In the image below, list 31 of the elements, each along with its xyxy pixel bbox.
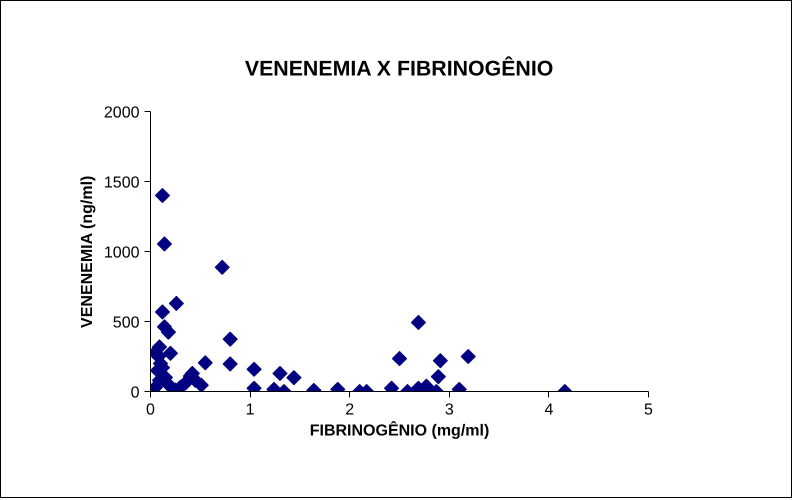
y-tick-label: 0: [130, 384, 140, 402]
point: [246, 362, 262, 377]
point: [286, 370, 302, 386]
point: [222, 332, 238, 347]
x-tick-label: 3: [444, 402, 454, 418]
y-tick-label: 2000: [104, 104, 140, 122]
y-axis-title: VENENEMIA (ng/ml): [78, 176, 96, 328]
chart-title: VENENEMIA X FIBRINOGÊNIO: [244, 56, 554, 80]
y-tick-label: 500: [112, 314, 140, 332]
point: [154, 188, 170, 204]
point: [430, 369, 446, 384]
point: [410, 314, 426, 330]
point: [222, 356, 238, 372]
x-tick-label: 4: [544, 402, 554, 418]
point: [460, 348, 476, 364]
x-tick-label: 2: [345, 402, 354, 418]
x-axis-title: FIBRINOGÊNIO (mg/ml): [310, 420, 490, 440]
point: [214, 260, 230, 275]
point: [392, 351, 408, 366]
point: [162, 346, 178, 361]
point: [154, 304, 170, 320]
point: [168, 296, 184, 312]
point: [432, 353, 448, 368]
point: [156, 236, 172, 252]
x-tick-label: 0: [146, 402, 156, 418]
x-tick-label: 5: [644, 402, 654, 418]
point: [272, 366, 288, 382]
y-tick-label: 1000: [104, 244, 140, 262]
y-tick-label: 1500: [104, 174, 140, 192]
point: [198, 355, 213, 370]
x-tick-label: 1: [246, 402, 255, 418]
